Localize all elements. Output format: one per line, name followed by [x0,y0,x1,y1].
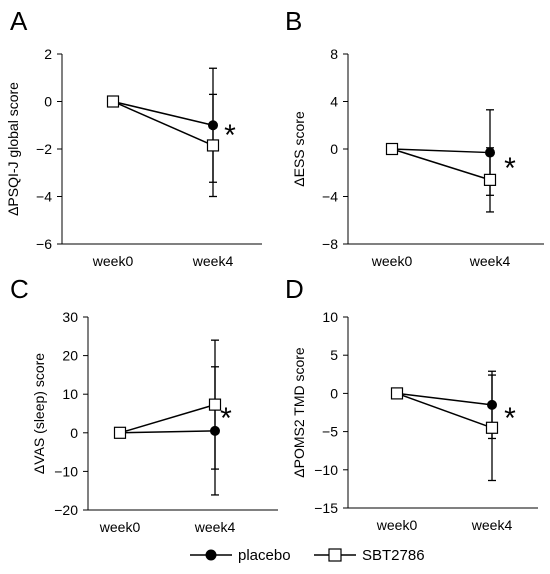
point-placebo [210,425,220,436]
y-tick-label: −15 [314,500,338,516]
y-tick-label: −4 [36,189,52,205]
y-tick-label: 5 [330,347,338,363]
point-sbt2786 [485,421,499,434]
legend-item-placebo: placebo [190,547,291,564]
y-tick-label: 10 [62,386,78,402]
point-sbt2786 [106,95,120,108]
y-tick-label: 2 [44,46,52,62]
series-line-placebo [112,100,214,126]
y-axis-label: ΔVAS (sleep) score [31,353,47,474]
x-tick-label: week0 [376,517,418,533]
x-tick-label: week4 [469,253,511,269]
y-tick-label: −6 [36,236,52,252]
y-tick-label: 0 [330,385,338,401]
x-tick-label: week0 [92,253,134,269]
x-tick-label: week0 [99,519,141,535]
y-tick-label: −5 [322,424,338,440]
significance-asterisk: * [504,402,516,435]
y-tick-label: −2 [36,141,52,157]
x-tick-label: week4 [192,253,234,269]
legend-item-sbt2786: SBT2786 [314,547,425,564]
y-tick-label: −8 [322,236,338,252]
point-sbt2786 [483,173,497,186]
y-tick-label: 20 [62,348,78,364]
y-tick-label: 0 [70,425,78,441]
y-tick-label: −4 [322,189,338,205]
series-line-sbt2786 [396,392,493,429]
legend-label-sbt2786: SBT2786 [362,547,425,564]
y-tick-label: 8 [330,46,338,62]
y-axis-label: ΔPOMS2 TMD score [291,347,307,478]
point-sbt2786 [390,387,404,400]
y-axis-label: ΔPSQI-J global score [5,82,21,216]
series-line-sbt2786 [391,148,491,181]
x-tick-label: week0 [371,253,413,269]
panel-label-a: A [10,6,28,36]
point-placebo [208,120,218,131]
series-line-sbt2786 [119,403,216,434]
y-tick-label: 30 [62,309,78,325]
y-tick-label: 0 [330,141,338,157]
x-tick-label: week4 [194,519,236,535]
point-sbt2786 [113,426,127,439]
y-tick-label: −10 [54,463,78,479]
significance-asterisk: * [224,119,236,152]
point-sbt2786 [208,398,222,411]
legend: placebo SBT2786 [190,547,425,564]
point-sbt2786 [206,139,220,152]
significance-asterisk: * [504,152,516,185]
y-tick-label: −20 [54,502,78,518]
series-line-sbt2786 [112,100,214,147]
significance-asterisk: * [220,402,232,435]
series-line-placebo [391,148,491,154]
legend-label-placebo: placebo [238,547,291,564]
series-line-placebo [396,392,493,406]
x-tick-label: week4 [471,517,513,533]
series-line-placebo [119,430,216,434]
point-placebo [487,399,497,410]
panel-label-d: D [285,274,304,304]
y-tick-label: 0 [44,94,52,110]
point-placebo [485,147,495,158]
panel-label-c: C [10,274,29,304]
y-tick-label: 4 [330,94,338,110]
point-sbt2786 [385,142,399,156]
y-axis-label: ΔESS score [291,111,307,187]
y-tick-label: 10 [322,309,338,325]
panel-label-b: B [285,6,303,36]
y-tick-label: −10 [314,462,338,478]
